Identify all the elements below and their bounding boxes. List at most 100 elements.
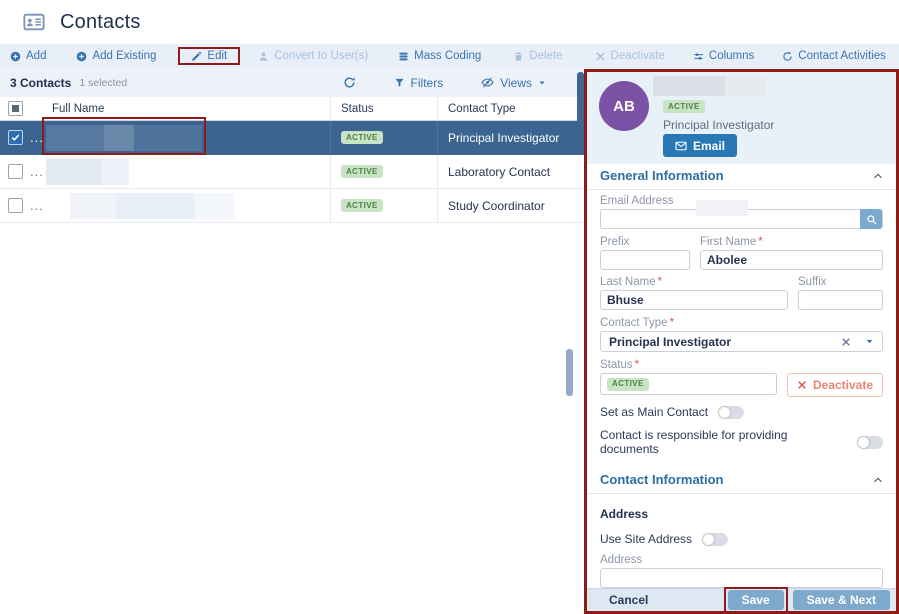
- contact-type-cell[interactable]: Principal Investigator: [437, 121, 584, 154]
- contact-type-cell[interactable]: Laboratory Contact: [437, 155, 584, 188]
- column-header-full-name[interactable]: Full Name: [52, 102, 105, 115]
- user-icon: [258, 51, 269, 62]
- section-general-information[interactable]: General Information: [600, 168, 883, 183]
- save-button[interactable]: Save: [727, 590, 784, 610]
- row-menu-icon[interactable]: ...: [30, 129, 44, 145]
- suffix-label: Suffix: [798, 276, 827, 288]
- toolbar: Add Add Existing Edit Convert to User(s)…: [0, 44, 899, 68]
- panel-body: General Information Email Address Prefix: [587, 164, 896, 589]
- cancel-button[interactable]: Cancel: [603, 592, 654, 608]
- required-mark: *: [657, 276, 663, 288]
- caret-down-icon[interactable]: [865, 337, 874, 346]
- list-scrollbar-thumb[interactable]: [577, 72, 584, 125]
- row-checkbox[interactable]: [8, 198, 23, 213]
- first-name-input[interactable]: [700, 250, 883, 270]
- suffix-input[interactable]: [798, 290, 883, 310]
- status-field: ACTIVE: [600, 373, 777, 395]
- email-search-button[interactable]: [860, 209, 882, 229]
- sliders-icon: [693, 51, 704, 62]
- required-mark: *: [669, 317, 675, 329]
- row-menu-icon[interactable]: ...: [30, 163, 44, 179]
- prefix-label: Prefix: [600, 236, 630, 248]
- table-header-row: Full Name Status Contact Type: [0, 97, 584, 121]
- contacts-card-icon: [22, 11, 46, 33]
- page-header: Contacts: [0, 0, 899, 44]
- last-name-label: Last Name *: [600, 276, 663, 288]
- redacted-text: [46, 159, 102, 185]
- redacted-text: [194, 193, 234, 219]
- refresh-icon: [343, 76, 356, 89]
- contact-type-select[interactable]: Principal Investigator: [600, 331, 883, 352]
- full-name-cell[interactable]: [42, 155, 330, 188]
- address-label: Address: [600, 554, 643, 566]
- redacted-text: [104, 125, 134, 151]
- address-heading: Address: [600, 507, 649, 521]
- convert-to-users-button[interactable]: Convert to User(s): [254, 50, 372, 62]
- add-button[interactable]: Add: [6, 50, 50, 62]
- status-label: Status *: [600, 359, 640, 371]
- required-mark: *: [758, 236, 763, 248]
- status-badge: ACTIVE: [341, 199, 383, 212]
- column-header-status[interactable]: Status: [330, 97, 437, 120]
- mass-coding-button[interactable]: Mass Coding: [394, 50, 485, 62]
- last-name-input[interactable]: [600, 290, 788, 310]
- responsible-toggle[interactable]: [857, 435, 883, 449]
- use-site-address-label: Use Site Address: [600, 532, 693, 546]
- check-icon: [11, 133, 20, 142]
- main-contact-toggle[interactable]: [718, 405, 745, 419]
- plus-circle-icon: [76, 51, 87, 62]
- envelope-icon: [675, 140, 687, 152]
- annotation-box-save: Save: [723, 587, 788, 611]
- full-name-cell[interactable]: [42, 189, 330, 222]
- row-checkbox[interactable]: [8, 130, 23, 145]
- full-name-cell[interactable]: [42, 121, 330, 154]
- chevron-up-icon[interactable]: [873, 171, 883, 181]
- contacts-table: Full Name Status Contact Type ...: [0, 97, 584, 223]
- edit-button[interactable]: Edit: [187, 50, 231, 62]
- filters-button[interactable]: Filters: [388, 75, 450, 91]
- row-menu-icon[interactable]: ...: [30, 197, 44, 213]
- annotation-box-edit: Edit: [178, 47, 241, 65]
- email-button[interactable]: Email: [663, 134, 738, 157]
- select-all-checkbox[interactable]: [8, 101, 23, 116]
- column-header-contact-type[interactable]: Contact Type: [437, 97, 584, 120]
- status-cell[interactable]: ACTIVE: [330, 155, 437, 188]
- clear-x-icon[interactable]: [841, 337, 851, 347]
- status-badge: ACTIVE: [341, 165, 383, 178]
- refresh-button[interactable]: [337, 75, 362, 90]
- status-cell[interactable]: ACTIVE: [330, 189, 437, 222]
- contact-type-label: Principal Investigator: [663, 118, 775, 132]
- redacted-text: [116, 193, 194, 219]
- save-next-button[interactable]: Save & Next: [792, 590, 890, 610]
- status-cell[interactable]: ACTIVE: [330, 121, 437, 154]
- section-contact-information[interactable]: Contact Information: [600, 472, 883, 487]
- selected-count: 1 selected: [79, 76, 128, 89]
- email-address-input[interactable]: [600, 209, 883, 229]
- contact-type-label: Contact Type *: [600, 317, 675, 329]
- trash-icon: [513, 51, 524, 62]
- use-site-address-toggle[interactable]: [702, 532, 729, 546]
- table-row[interactable]: ... ACTIVE Laboratory Contact: [0, 155, 584, 189]
- address-input[interactable]: [600, 568, 883, 588]
- status-badge: ACTIVE: [607, 377, 649, 391]
- add-existing-button[interactable]: Add Existing: [72, 50, 160, 62]
- delete-button[interactable]: Delete: [509, 50, 566, 62]
- row-checkbox[interactable]: [8, 164, 23, 179]
- redacted-text: [696, 200, 748, 216]
- prefix-input[interactable]: [600, 250, 690, 270]
- plus-circle-icon: [10, 51, 21, 62]
- columns-button[interactable]: Columns: [689, 50, 758, 62]
- table-row[interactable]: ... ACTIVE Study Coordinator: [0, 189, 584, 223]
- chevron-up-icon[interactable]: [873, 475, 883, 485]
- deactivate-toolbar-button[interactable]: Deactivate: [591, 50, 669, 62]
- redacted-text: [102, 159, 129, 185]
- contact-type-cell[interactable]: Study Coordinator: [437, 189, 584, 222]
- panel-footer: Cancel Save Save & Next: [587, 587, 896, 611]
- views-dropdown[interactable]: Views: [475, 75, 552, 91]
- panel-scrollbar-thumb[interactable]: [566, 349, 573, 396]
- contact-activities-button[interactable]: Contact Activities: [778, 50, 890, 62]
- deactivate-button[interactable]: Deactivate: [786, 373, 883, 397]
- redacted-text: [725, 76, 767, 96]
- table-row[interactable]: ... ACTIVE Principal Investigator: [0, 121, 584, 155]
